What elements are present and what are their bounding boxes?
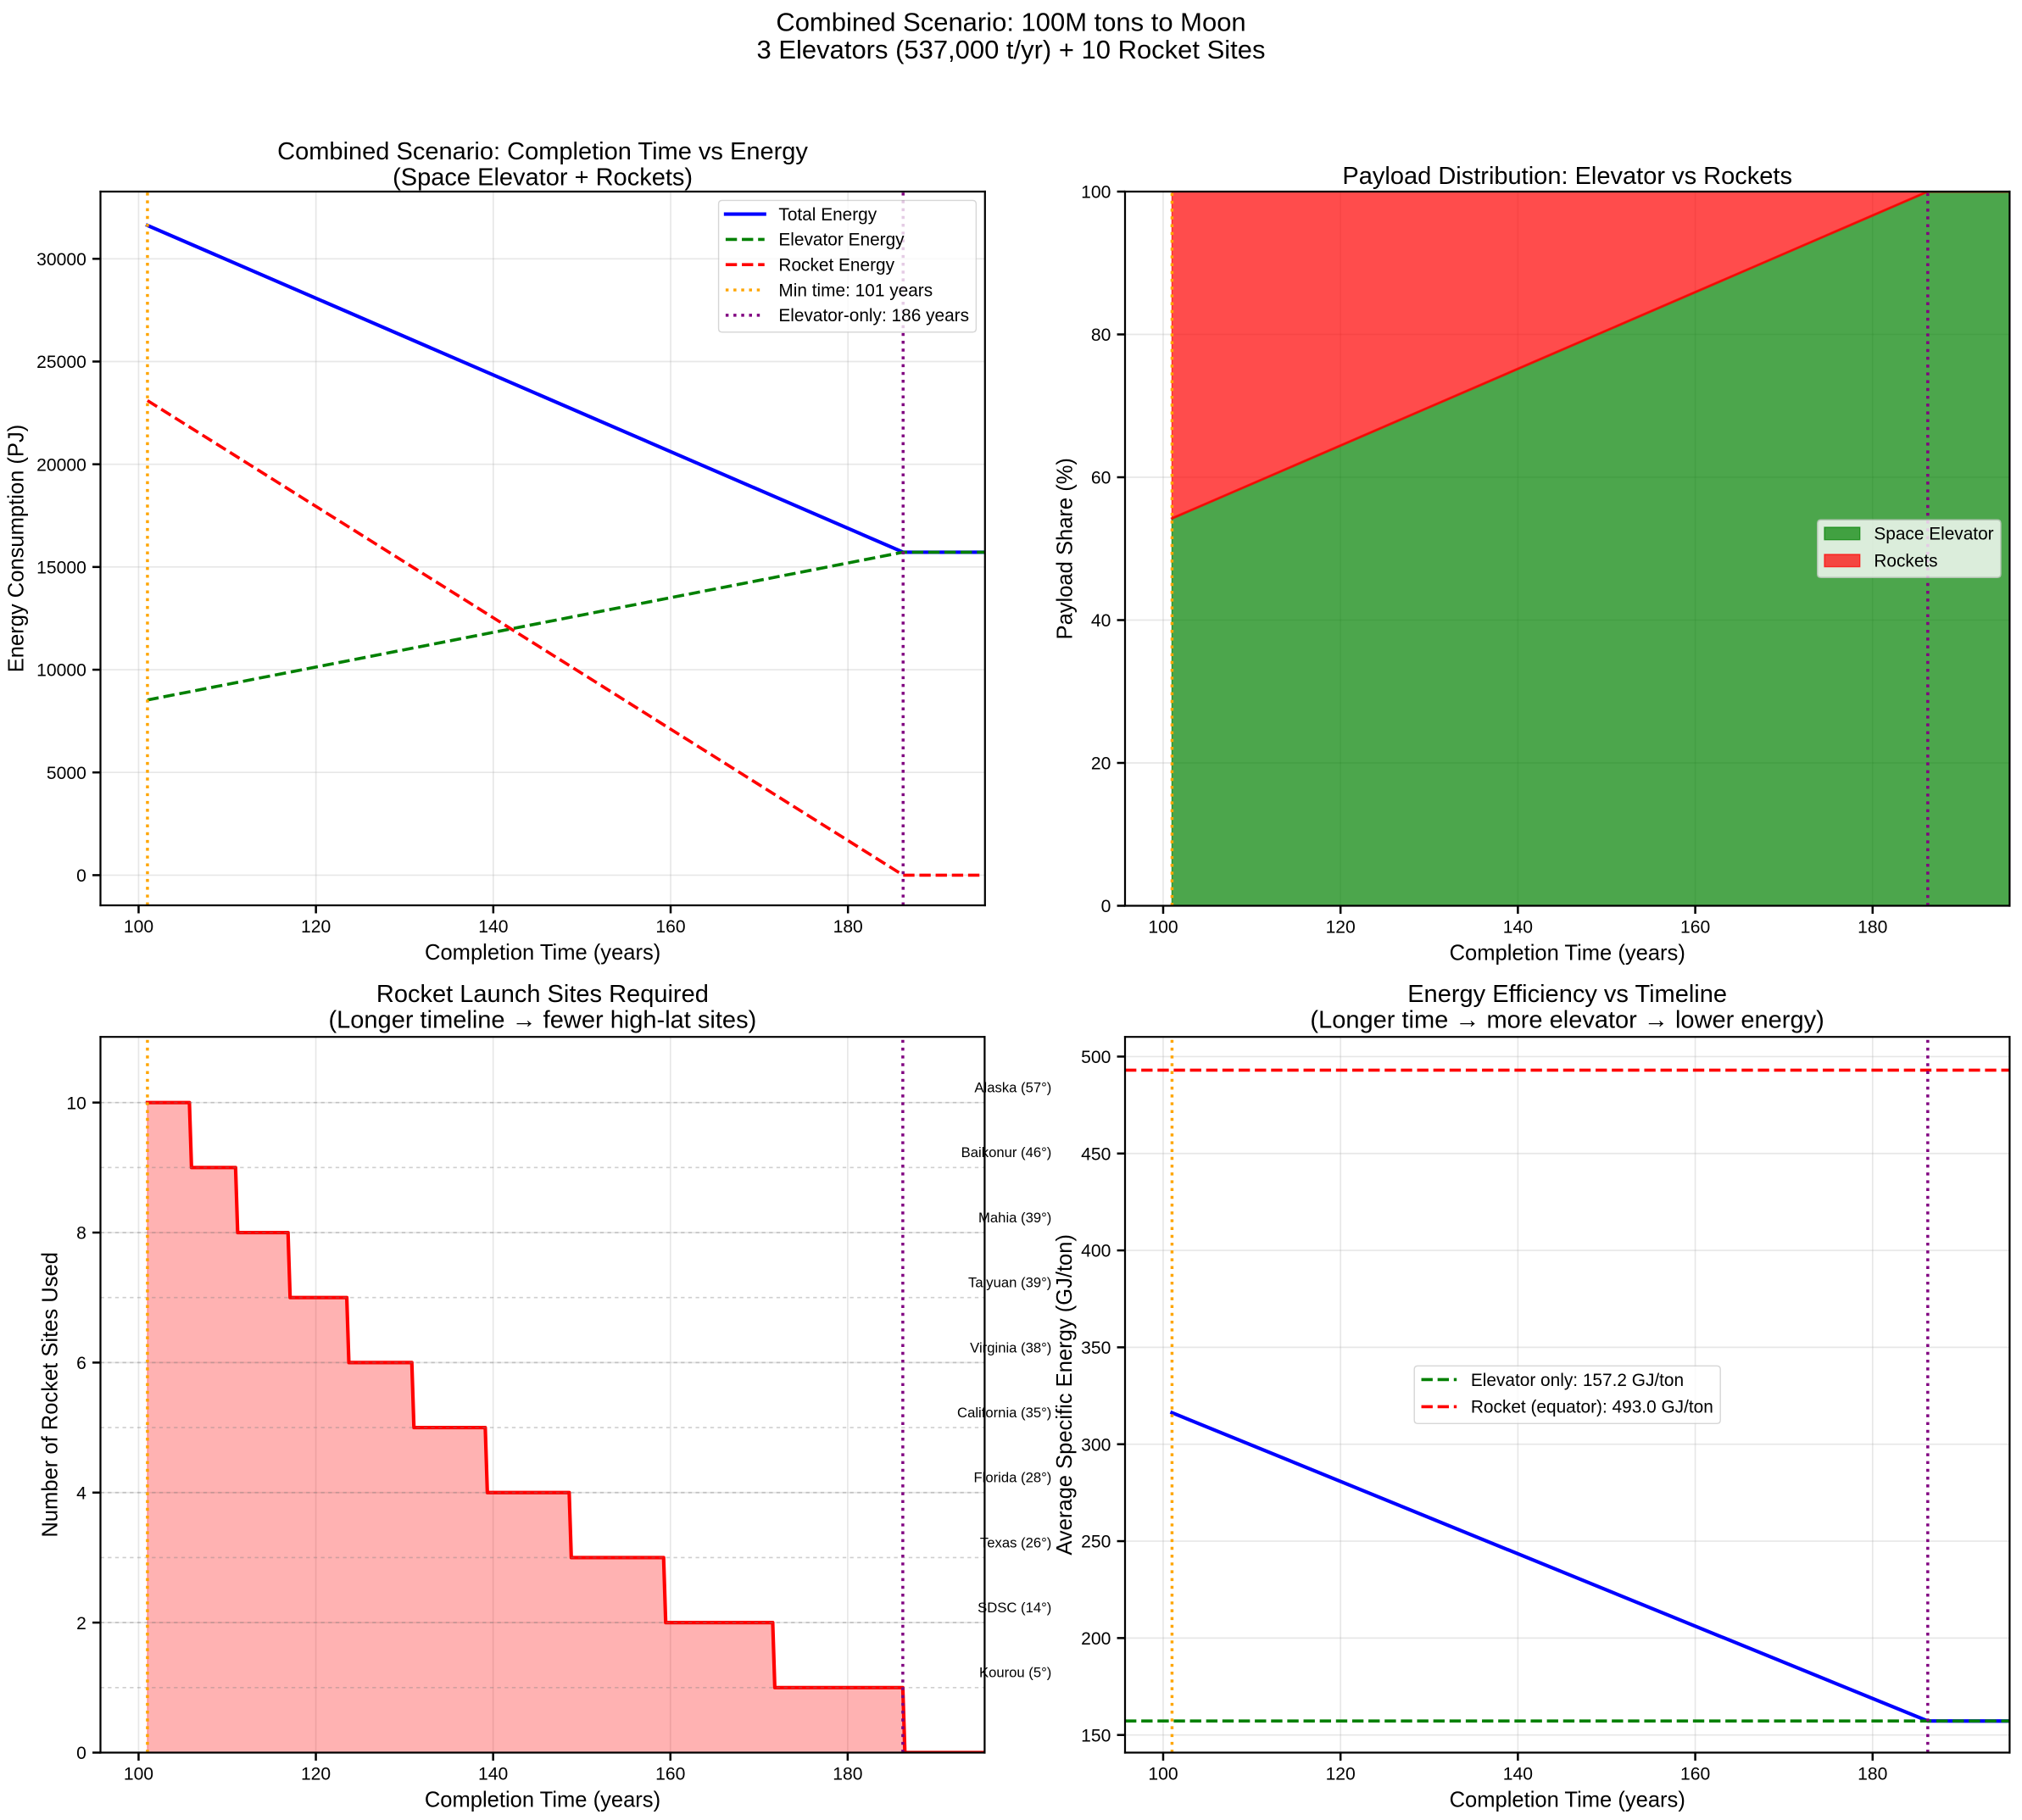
svg-text:20: 20 xyxy=(1091,754,1111,774)
svg-text:Completion Time (years): Completion Time (years) xyxy=(425,1789,660,1812)
svg-text:40: 40 xyxy=(1091,611,1111,631)
svg-text:120: 120 xyxy=(1326,917,1356,937)
svg-text:5000: 5000 xyxy=(47,764,86,783)
svg-text:140: 140 xyxy=(1503,1764,1533,1784)
svg-text:160: 160 xyxy=(655,1764,685,1784)
svg-text:100: 100 xyxy=(1081,183,1111,203)
svg-text:160: 160 xyxy=(1680,1764,1710,1784)
svg-text:150: 150 xyxy=(1081,1726,1111,1745)
svg-text:Florida (28°): Florida (28°) xyxy=(974,1470,1052,1486)
svg-text:160: 160 xyxy=(655,917,685,937)
svg-text:80: 80 xyxy=(1091,326,1111,345)
svg-text:California (35°): California (35°) xyxy=(957,1405,1051,1421)
svg-text:Virginia (38°): Virginia (38°) xyxy=(970,1339,1051,1355)
svg-text:Average Specific Energy (GJ/to: Average Specific Energy (GJ/ton) xyxy=(1053,1234,1077,1556)
svg-text:Completion Time (years): Completion Time (years) xyxy=(1450,942,1685,966)
svg-text:30000: 30000 xyxy=(36,250,86,270)
svg-text:250: 250 xyxy=(1081,1533,1111,1552)
svg-text:350: 350 xyxy=(1081,1339,1111,1358)
svg-text:10000: 10000 xyxy=(36,661,86,681)
svg-text:Energy Consumption (PJ): Energy Consumption (PJ) xyxy=(4,425,28,673)
svg-text:Rockets: Rockets xyxy=(1874,552,1937,571)
svg-text:450: 450 xyxy=(1081,1144,1111,1164)
svg-text:20000: 20000 xyxy=(36,455,86,475)
svg-text:140: 140 xyxy=(1503,917,1533,937)
svg-text:Mahia (39°): Mahia (39°) xyxy=(978,1210,1051,1226)
svg-text:60: 60 xyxy=(1091,469,1111,488)
svg-text:0: 0 xyxy=(1101,897,1111,916)
svg-text:Texas (26°): Texas (26°) xyxy=(980,1534,1051,1550)
svg-text:Kourou (5°): Kourou (5°) xyxy=(979,1665,1051,1681)
svg-text:120: 120 xyxy=(1326,1764,1356,1784)
svg-text:Combined Scenario: Completion: Combined Scenario: Completion Time vs En… xyxy=(277,138,808,165)
svg-text:Rocket (equator): 493.0 GJ/ton: Rocket (equator): 493.0 GJ/ton xyxy=(1471,1398,1713,1417)
svg-text:Alaska (57°): Alaska (57°) xyxy=(974,1080,1051,1096)
svg-text:180: 180 xyxy=(833,917,863,937)
svg-text:2: 2 xyxy=(76,1614,86,1634)
svg-text:25000: 25000 xyxy=(36,353,86,372)
svg-text:15000: 15000 xyxy=(36,559,86,578)
svg-text:(Longer timeline → fewer high-: (Longer timeline → fewer high-lat sites) xyxy=(328,1007,756,1034)
svg-text:Energy Efficiency vs Timeline: Energy Efficiency vs Timeline xyxy=(1407,981,1727,1008)
svg-text:100: 100 xyxy=(124,917,153,937)
svg-text:300: 300 xyxy=(1081,1435,1111,1455)
svg-text:6: 6 xyxy=(76,1354,86,1373)
svg-text:10: 10 xyxy=(66,1094,86,1113)
svg-text:Total Energy: Total Energy xyxy=(778,205,877,225)
svg-text:4: 4 xyxy=(76,1483,86,1503)
svg-text:Space Elevator: Space Elevator xyxy=(1874,525,1993,544)
svg-text:(Space Elevator + Rockets): (Space Elevator + Rockets) xyxy=(393,164,693,191)
svg-text:100: 100 xyxy=(1148,917,1178,937)
svg-text:120: 120 xyxy=(301,917,331,937)
svg-text:Baikonur (46°): Baikonur (46°) xyxy=(961,1144,1052,1160)
svg-text:160: 160 xyxy=(1680,917,1710,937)
svg-text:Elevator only: 157.2 GJ/ton: Elevator only: 157.2 GJ/ton xyxy=(1471,1371,1684,1390)
svg-text:SDSC (14°): SDSC (14°) xyxy=(978,1600,1051,1616)
svg-text:0: 0 xyxy=(76,1744,86,1763)
svg-text:140: 140 xyxy=(478,917,508,937)
svg-text:180: 180 xyxy=(1858,917,1887,937)
svg-text:Min time: 101 years: Min time: 101 years xyxy=(778,281,933,300)
svg-text:200: 200 xyxy=(1081,1629,1111,1649)
svg-text:Combined Scenario: 100M tons t: Combined Scenario: 100M tons to Moon xyxy=(776,8,1245,37)
svg-text:(Longer time → more elevator →: (Longer time → more elevator → lower ene… xyxy=(1310,1007,1824,1034)
svg-text:120: 120 xyxy=(301,1764,331,1784)
svg-text:500: 500 xyxy=(1081,1048,1111,1067)
svg-text:400: 400 xyxy=(1081,1242,1111,1261)
svg-text:100: 100 xyxy=(124,1764,153,1784)
svg-text:Rocket Energy: Rocket Energy xyxy=(778,256,894,276)
svg-text:180: 180 xyxy=(833,1764,862,1784)
svg-text:Payload Distribution: Elevator: Payload Distribution: Elevator vs Rocket… xyxy=(1342,163,1792,190)
svg-text:Payload Share (%): Payload Share (%) xyxy=(1053,458,1077,639)
svg-text:100: 100 xyxy=(1148,1764,1178,1784)
svg-text:0: 0 xyxy=(76,866,86,886)
svg-text:8: 8 xyxy=(76,1224,86,1244)
svg-text:140: 140 xyxy=(478,1764,508,1784)
svg-text:Elevator-only: 186 years: Elevator-only: 186 years xyxy=(778,306,969,326)
svg-text:Completion Time (years): Completion Time (years) xyxy=(425,941,660,965)
svg-text:Completion Time (years): Completion Time (years) xyxy=(1450,1789,1685,1812)
svg-text:Rocket Launch Sites Required: Rocket Launch Sites Required xyxy=(376,981,709,1008)
svg-text:Elevator Energy: Elevator Energy xyxy=(778,231,905,250)
svg-text:Taiyuan (39°): Taiyuan (39°) xyxy=(968,1275,1051,1291)
svg-text:3 Elevators (537,000 t/yr) + 1: 3 Elevators (537,000 t/yr) + 10 Rocket S… xyxy=(757,35,1266,64)
svg-text:Number of Rocket Sites Used: Number of Rocket Sites Used xyxy=(38,1252,62,1538)
svg-text:180: 180 xyxy=(1858,1764,1887,1784)
